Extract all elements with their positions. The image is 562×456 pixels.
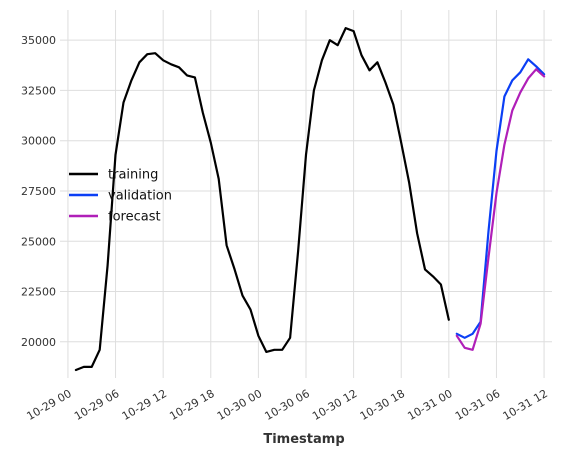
- grid: [60, 10, 552, 378]
- x-tick-label: 10-29 00: [24, 387, 73, 423]
- x-tick-label: 10-31 12: [501, 387, 550, 423]
- x-tick-label: 10-31 00: [405, 387, 454, 423]
- x-tick-label: 10-30 00: [215, 387, 264, 423]
- y-tick-label: 30000: [21, 135, 56, 148]
- legend-label-forecast: forecast: [108, 210, 161, 225]
- y-tick-label: 22500: [21, 286, 56, 299]
- x-axis-title: Timestamp: [263, 432, 344, 447]
- y-tick-label: 35000: [21, 34, 56, 47]
- x-tick-label: 10-29 18: [167, 387, 216, 423]
- x-tick-label: 10-29 12: [120, 387, 169, 423]
- y-tick-label: 27500: [21, 185, 56, 198]
- series-lines: [74, 27, 546, 372]
- x-tick-label: 10-31 06: [453, 387, 502, 423]
- x-tick-label: 10-30 12: [310, 387, 359, 423]
- legend: training validation forecast: [69, 168, 172, 225]
- series-line-validation: [455, 58, 546, 339]
- y-tick-label: 20000: [21, 336, 56, 349]
- series-line-training: [74, 27, 450, 372]
- x-tick-label: 10-30 06: [263, 387, 312, 423]
- y-tick-label: 25000: [21, 235, 56, 248]
- legend-label-training: training: [108, 168, 158, 183]
- y-tick-label: 32500: [21, 84, 56, 97]
- series-line-forecast: [455, 68, 546, 351]
- x-tick-label: 10-29 06: [72, 387, 121, 423]
- x-tick-label: 10-30 18: [358, 387, 407, 423]
- legend-label-validation: validation: [108, 189, 172, 204]
